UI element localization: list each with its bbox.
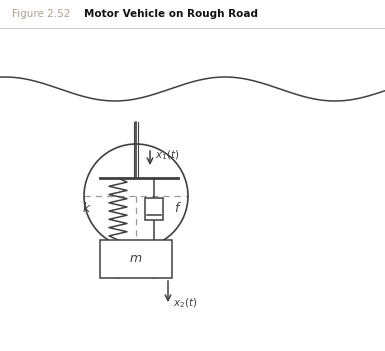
- Bar: [100, 240, 172, 278]
- Bar: [145, 198, 163, 220]
- Text: $f$: $f$: [174, 201, 182, 215]
- Text: Motor Vehicle on Rough Road: Motor Vehicle on Rough Road: [84, 9, 258, 19]
- Text: $m$: $m$: [129, 252, 143, 265]
- Text: $x_2(t)$: $x_2(t)$: [173, 296, 198, 310]
- Text: Figure 2.52: Figure 2.52: [12, 9, 70, 19]
- Text: $x_1(t)$: $x_1(t)$: [155, 148, 179, 162]
- Text: $k$: $k$: [82, 201, 92, 215]
